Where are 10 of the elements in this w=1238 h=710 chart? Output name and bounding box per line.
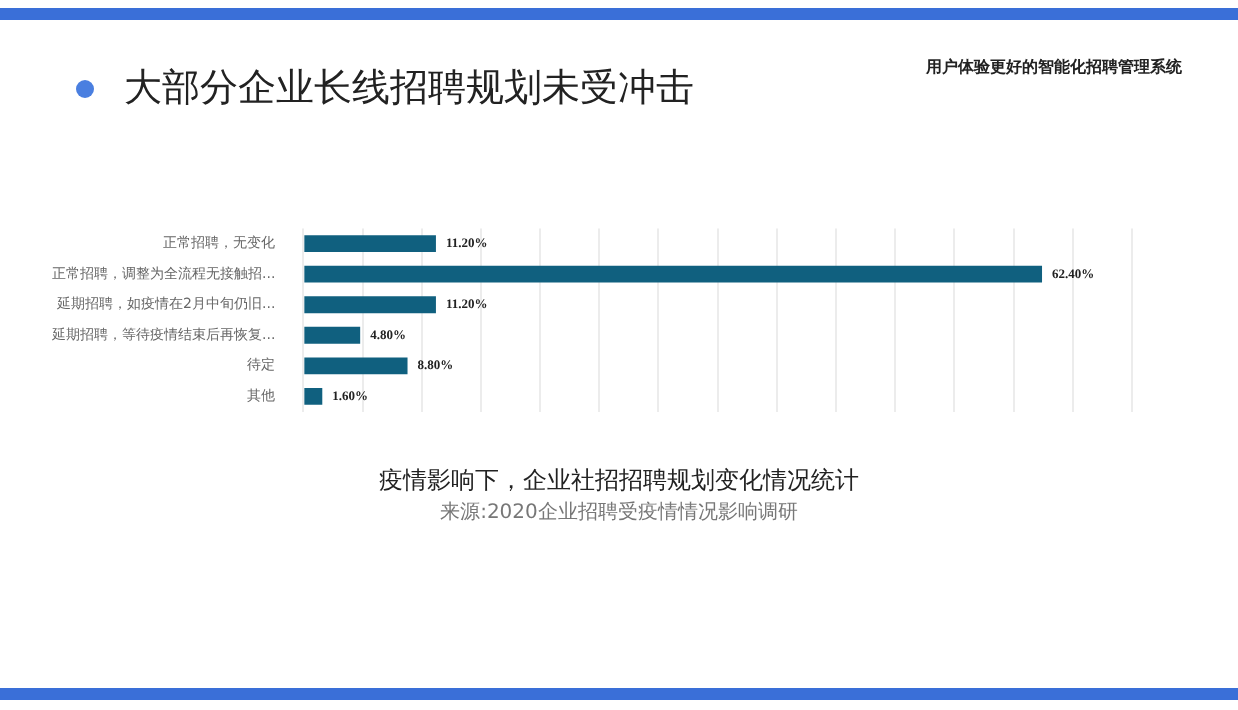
text: 用户体验更好的智能化招聘管理系统 — [926, 56, 1182, 78]
bar — [304, 296, 436, 314]
source-note: 来源:2020企业招聘受疫情情况影响调研 — [438, 499, 800, 526]
chart-title: 大部分企业长线招聘规划未受冲击 — [124, 64, 694, 114]
bar — [304, 357, 408, 375]
bar — [304, 326, 361, 344]
bar — [304, 235, 436, 253]
text: 疫情影响下，企业社招招聘规划变化情况统计 — [377, 464, 861, 498]
bar — [304, 265, 1043, 283]
bar — [304, 387, 323, 405]
